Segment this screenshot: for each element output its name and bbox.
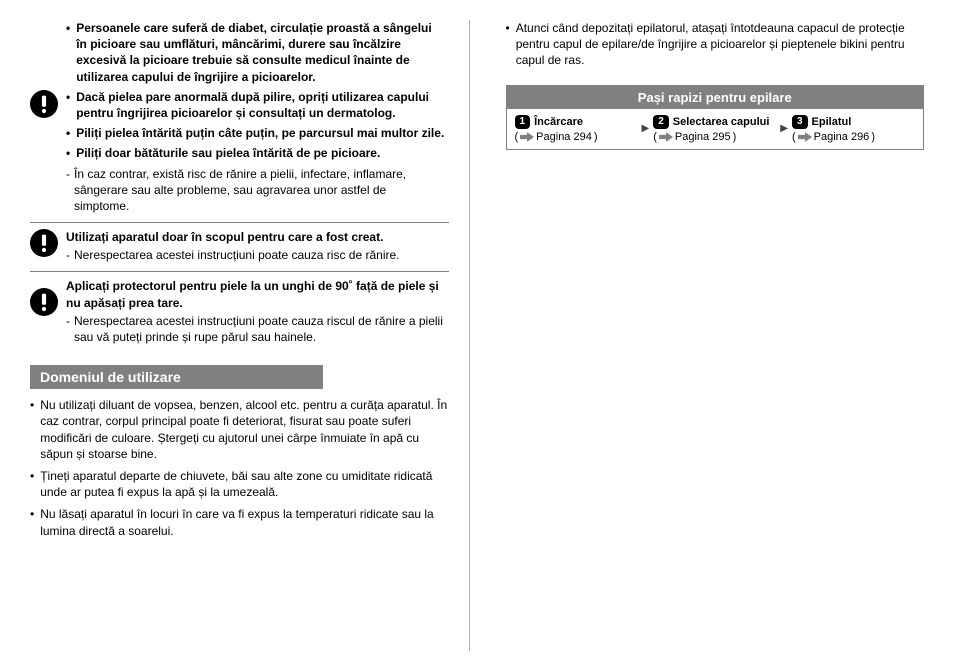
step-2-label: Selectarea capului <box>673 116 770 128</box>
step-1-label: Încărcare <box>534 116 583 128</box>
storage-note: Atunci când depozitați epilatorul, atașa… <box>516 20 924 69</box>
warn2-b1: Utilizați aparatul doar în scopul pentru… <box>66 229 445 245</box>
step-number-badge: 2 <box>653 115 669 129</box>
warn1-b2: Dacă pielea pare anormală după pilire, o… <box>76 89 444 121</box>
step-1: 1 Încărcare ( Pagina 294) <box>515 115 638 143</box>
page-arrow-icon <box>520 132 534 142</box>
quick-steps-box: Pași rapizi pentru epilare 1 Încărcare (… <box>506 85 925 150</box>
warn3-b1: Aplicați protectorul pentru piele la un … <box>66 278 445 310</box>
section-header-usage: Domeniul de utilizare <box>30 365 323 389</box>
page-arrow-icon <box>659 132 673 142</box>
usage-b3: Nu lăsați aparatul în locuri în care va … <box>40 506 448 538</box>
chevron-right-icon: ▶ <box>642 123 650 134</box>
step-number-badge: 3 <box>792 115 808 129</box>
warning-content-3: Aplicați protectorul pentru piele la un … <box>66 278 449 345</box>
warn1-b3: Piliți pielea întărită puțin câte puțin,… <box>76 125 444 141</box>
warn2-b1sub: Nerespectarea acestei instrucțiuni poate… <box>74 247 445 263</box>
page-arrow-icon <box>798 132 812 142</box>
page-layout: •Persoanele care suferă de diabet, circu… <box>30 20 924 651</box>
step-2: 2 Selectarea capului ( Pagina 295) <box>653 115 776 143</box>
left-column: •Persoanele care suferă de diabet, circu… <box>30 20 470 651</box>
usage-b2: Țineți aparatul departe de chiuvete, băi… <box>40 468 448 500</box>
step-2-page: Pagina 295 <box>675 131 731 143</box>
quick-steps-row: 1 Încărcare ( Pagina 294) ▶ 2 Selectarea… <box>507 109 924 149</box>
warn1-b1: Persoanele care suferă de diabet, circul… <box>76 20 444 85</box>
warning-block-3: Aplicați protectorul pentru piele la un … <box>30 278 449 345</box>
warning-block-2: Utilizați aparatul doar în scopul pentru… <box>30 229 449 263</box>
right-column: •Atunci când depozitați epilatorul, ataș… <box>500 20 925 651</box>
exclamation-icon <box>30 229 58 260</box>
exclamation-icon <box>30 90 58 121</box>
step-number-badge: 1 <box>515 115 531 129</box>
usage-b1: Nu utilizați diluant de vopsea, benzen, … <box>40 397 448 462</box>
warning-content-1: •Persoanele care suferă de diabet, circu… <box>66 20 449 214</box>
step-3-label: Epilatul <box>812 116 852 128</box>
chevron-right-icon: ▶ <box>780 123 788 134</box>
warn1-b4sub: În caz contrar, există risc de rănire a … <box>74 166 445 215</box>
exclamation-icon <box>30 288 58 319</box>
warning-content-2: Utilizați aparatul doar în scopul pentru… <box>66 229 449 263</box>
step-1-page: Pagina 294 <box>536 131 592 143</box>
warn3-b1sub: Nerespectarea acestei instrucțiuni poate… <box>74 313 445 345</box>
warn1-b4: Piliți doar bătăturile sau pielea întări… <box>76 145 444 161</box>
divider <box>30 222 449 223</box>
warning-block-1: •Persoanele care suferă de diabet, circu… <box>30 20 449 214</box>
quick-steps-title: Pași rapizi pentru epilare <box>507 86 924 109</box>
divider <box>30 271 449 272</box>
step-3-page: Pagina 296 <box>814 131 870 143</box>
step-3: 3 Epilatul ( Pagina 296) <box>792 115 915 143</box>
